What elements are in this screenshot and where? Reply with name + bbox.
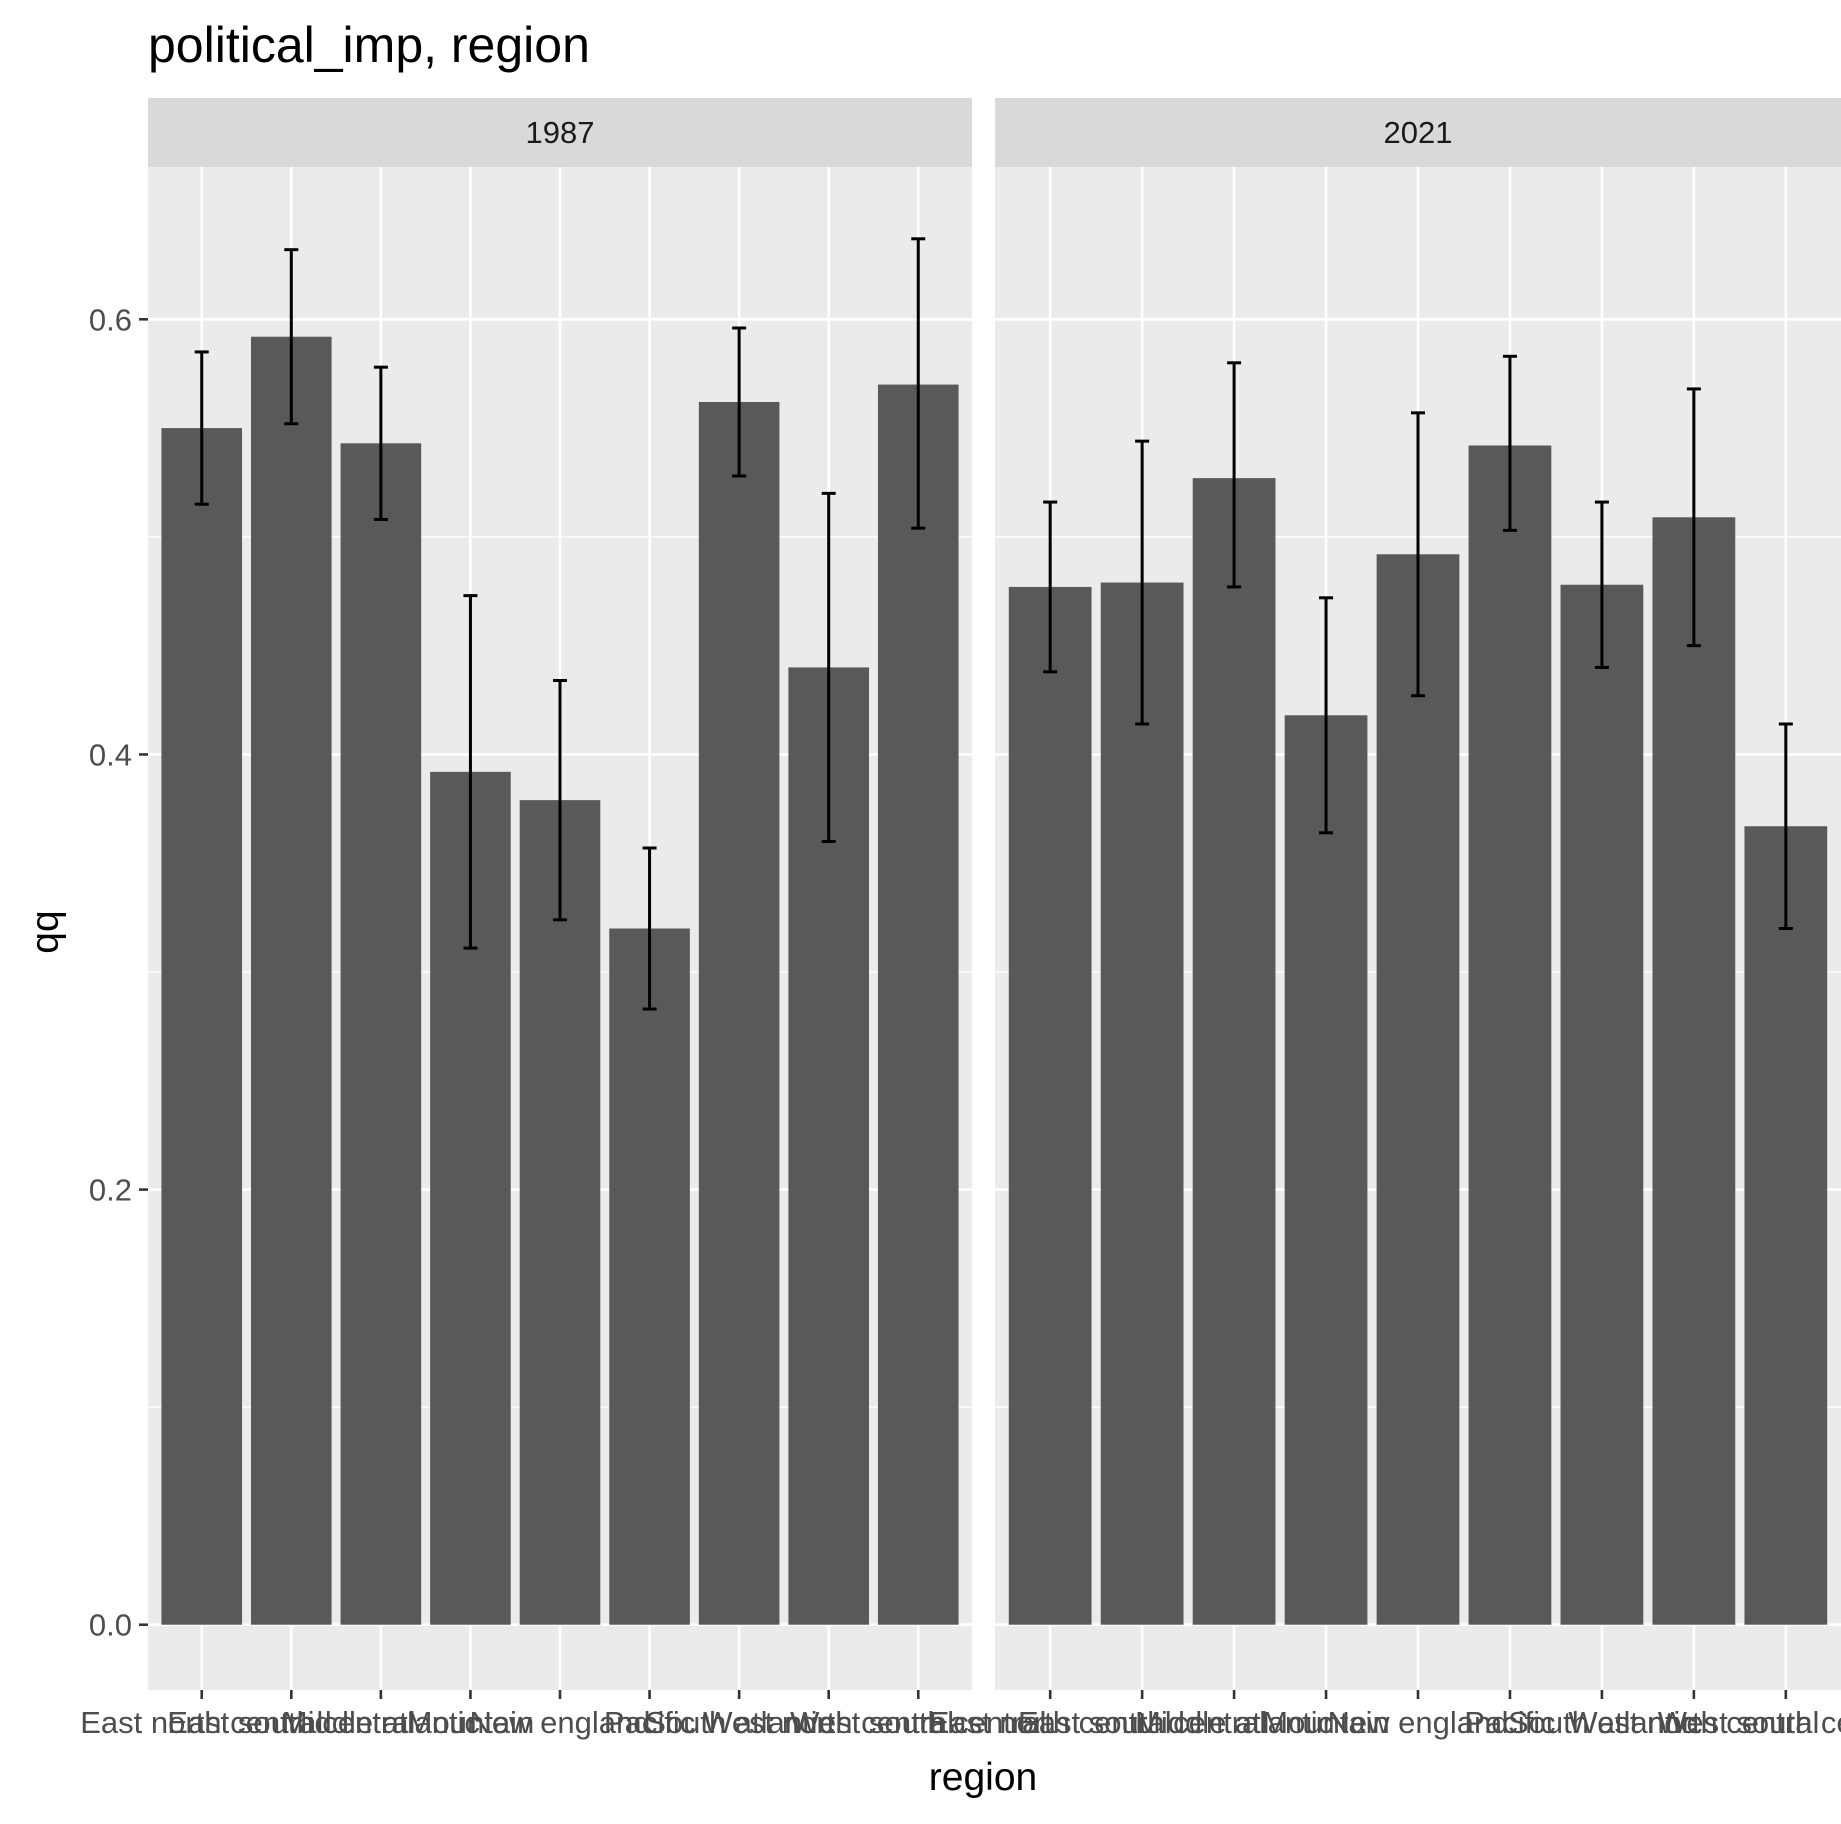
- bar: [1284, 715, 1368, 1625]
- chart-title: political_imp, region: [148, 17, 590, 73]
- y-tick-label: 0.6: [89, 302, 132, 337]
- error-bar: [1778, 722, 1793, 930]
- bar: [877, 384, 959, 1625]
- error-bar: [1411, 411, 1425, 698]
- facet-label: 2021: [1384, 115, 1453, 150]
- error-bar: [194, 350, 209, 506]
- y-axis-title: qq: [24, 910, 67, 953]
- bar: [1100, 582, 1184, 1625]
- y-tick-label: 0.4: [89, 737, 132, 772]
- x-tick-label: Pacific: [604, 1705, 695, 1740]
- bar: [340, 443, 422, 1625]
- error-bar: [1594, 500, 1609, 669]
- x-tick-label: East north central: [929, 1705, 1172, 1740]
- bar: [251, 336, 332, 1625]
- bar: [1560, 584, 1644, 1625]
- x-tick-label: Pacific: [1464, 1705, 1555, 1740]
- x-tick-label: Middle atlantic: [282, 1705, 480, 1740]
- error-bar: [821, 491, 836, 843]
- bar: [161, 428, 243, 1625]
- error-bar: [373, 365, 388, 521]
- error-bar: [463, 594, 478, 950]
- error-bar: [1319, 596, 1334, 835]
- x-tick-label: West south central: [1658, 1705, 1841, 1740]
- x-tick-label: East south central: [167, 1705, 415, 1740]
- error-bar: [1502, 354, 1517, 532]
- bar: [1008, 586, 1092, 1625]
- error-bar: [911, 237, 926, 530]
- x-tick-label: East north central: [80, 1705, 323, 1740]
- x-tick-label: South atlantic: [1508, 1705, 1696, 1740]
- y-tick-label: 0.0: [89, 1608, 132, 1643]
- error-bar: [1686, 387, 1701, 648]
- x-tick-label: Middle atlantic: [1135, 1705, 1333, 1740]
- bar: [698, 401, 780, 1625]
- bar: [519, 800, 601, 1625]
- y-tick-label: 0.2: [89, 1173, 132, 1208]
- x-tick-label: Mountain: [1262, 1705, 1390, 1740]
- error-bar: [1135, 439, 1150, 726]
- bar: [1652, 517, 1736, 1625]
- error-bar: [732, 326, 747, 478]
- error-bar: [284, 248, 299, 426]
- error-bar: [642, 846, 657, 1011]
- facet-strip: [148, 98, 972, 167]
- x-tick-label: East south central: [1018, 1705, 1266, 1740]
- x-tick-label: West north central: [703, 1705, 954, 1740]
- x-tick-label: West north central: [1568, 1705, 1819, 1740]
- error-bar: [553, 678, 567, 922]
- x-tick-label: Mountain: [407, 1705, 535, 1740]
- error-bar: [1227, 361, 1242, 589]
- bar: [1192, 478, 1276, 1625]
- facet-label: 1987: [526, 115, 595, 150]
- x-tick-label: New england: [1328, 1705, 1509, 1740]
- x-axis-title: region: [929, 1756, 1037, 1799]
- y-axis: 0.0 0.2 0.4 0.6: [89, 302, 148, 1643]
- bar: [609, 928, 690, 1625]
- x-tick-label: West south central: [790, 1705, 1046, 1740]
- x-tick-label: South atlantic: [645, 1705, 833, 1740]
- bar: [1744, 826, 1828, 1625]
- x-tick-label: New england: [470, 1705, 651, 1740]
- bar: [1376, 554, 1460, 1625]
- error-bar: [1043, 500, 1058, 674]
- facet-strip: [995, 98, 1841, 167]
- bar: [1468, 445, 1552, 1625]
